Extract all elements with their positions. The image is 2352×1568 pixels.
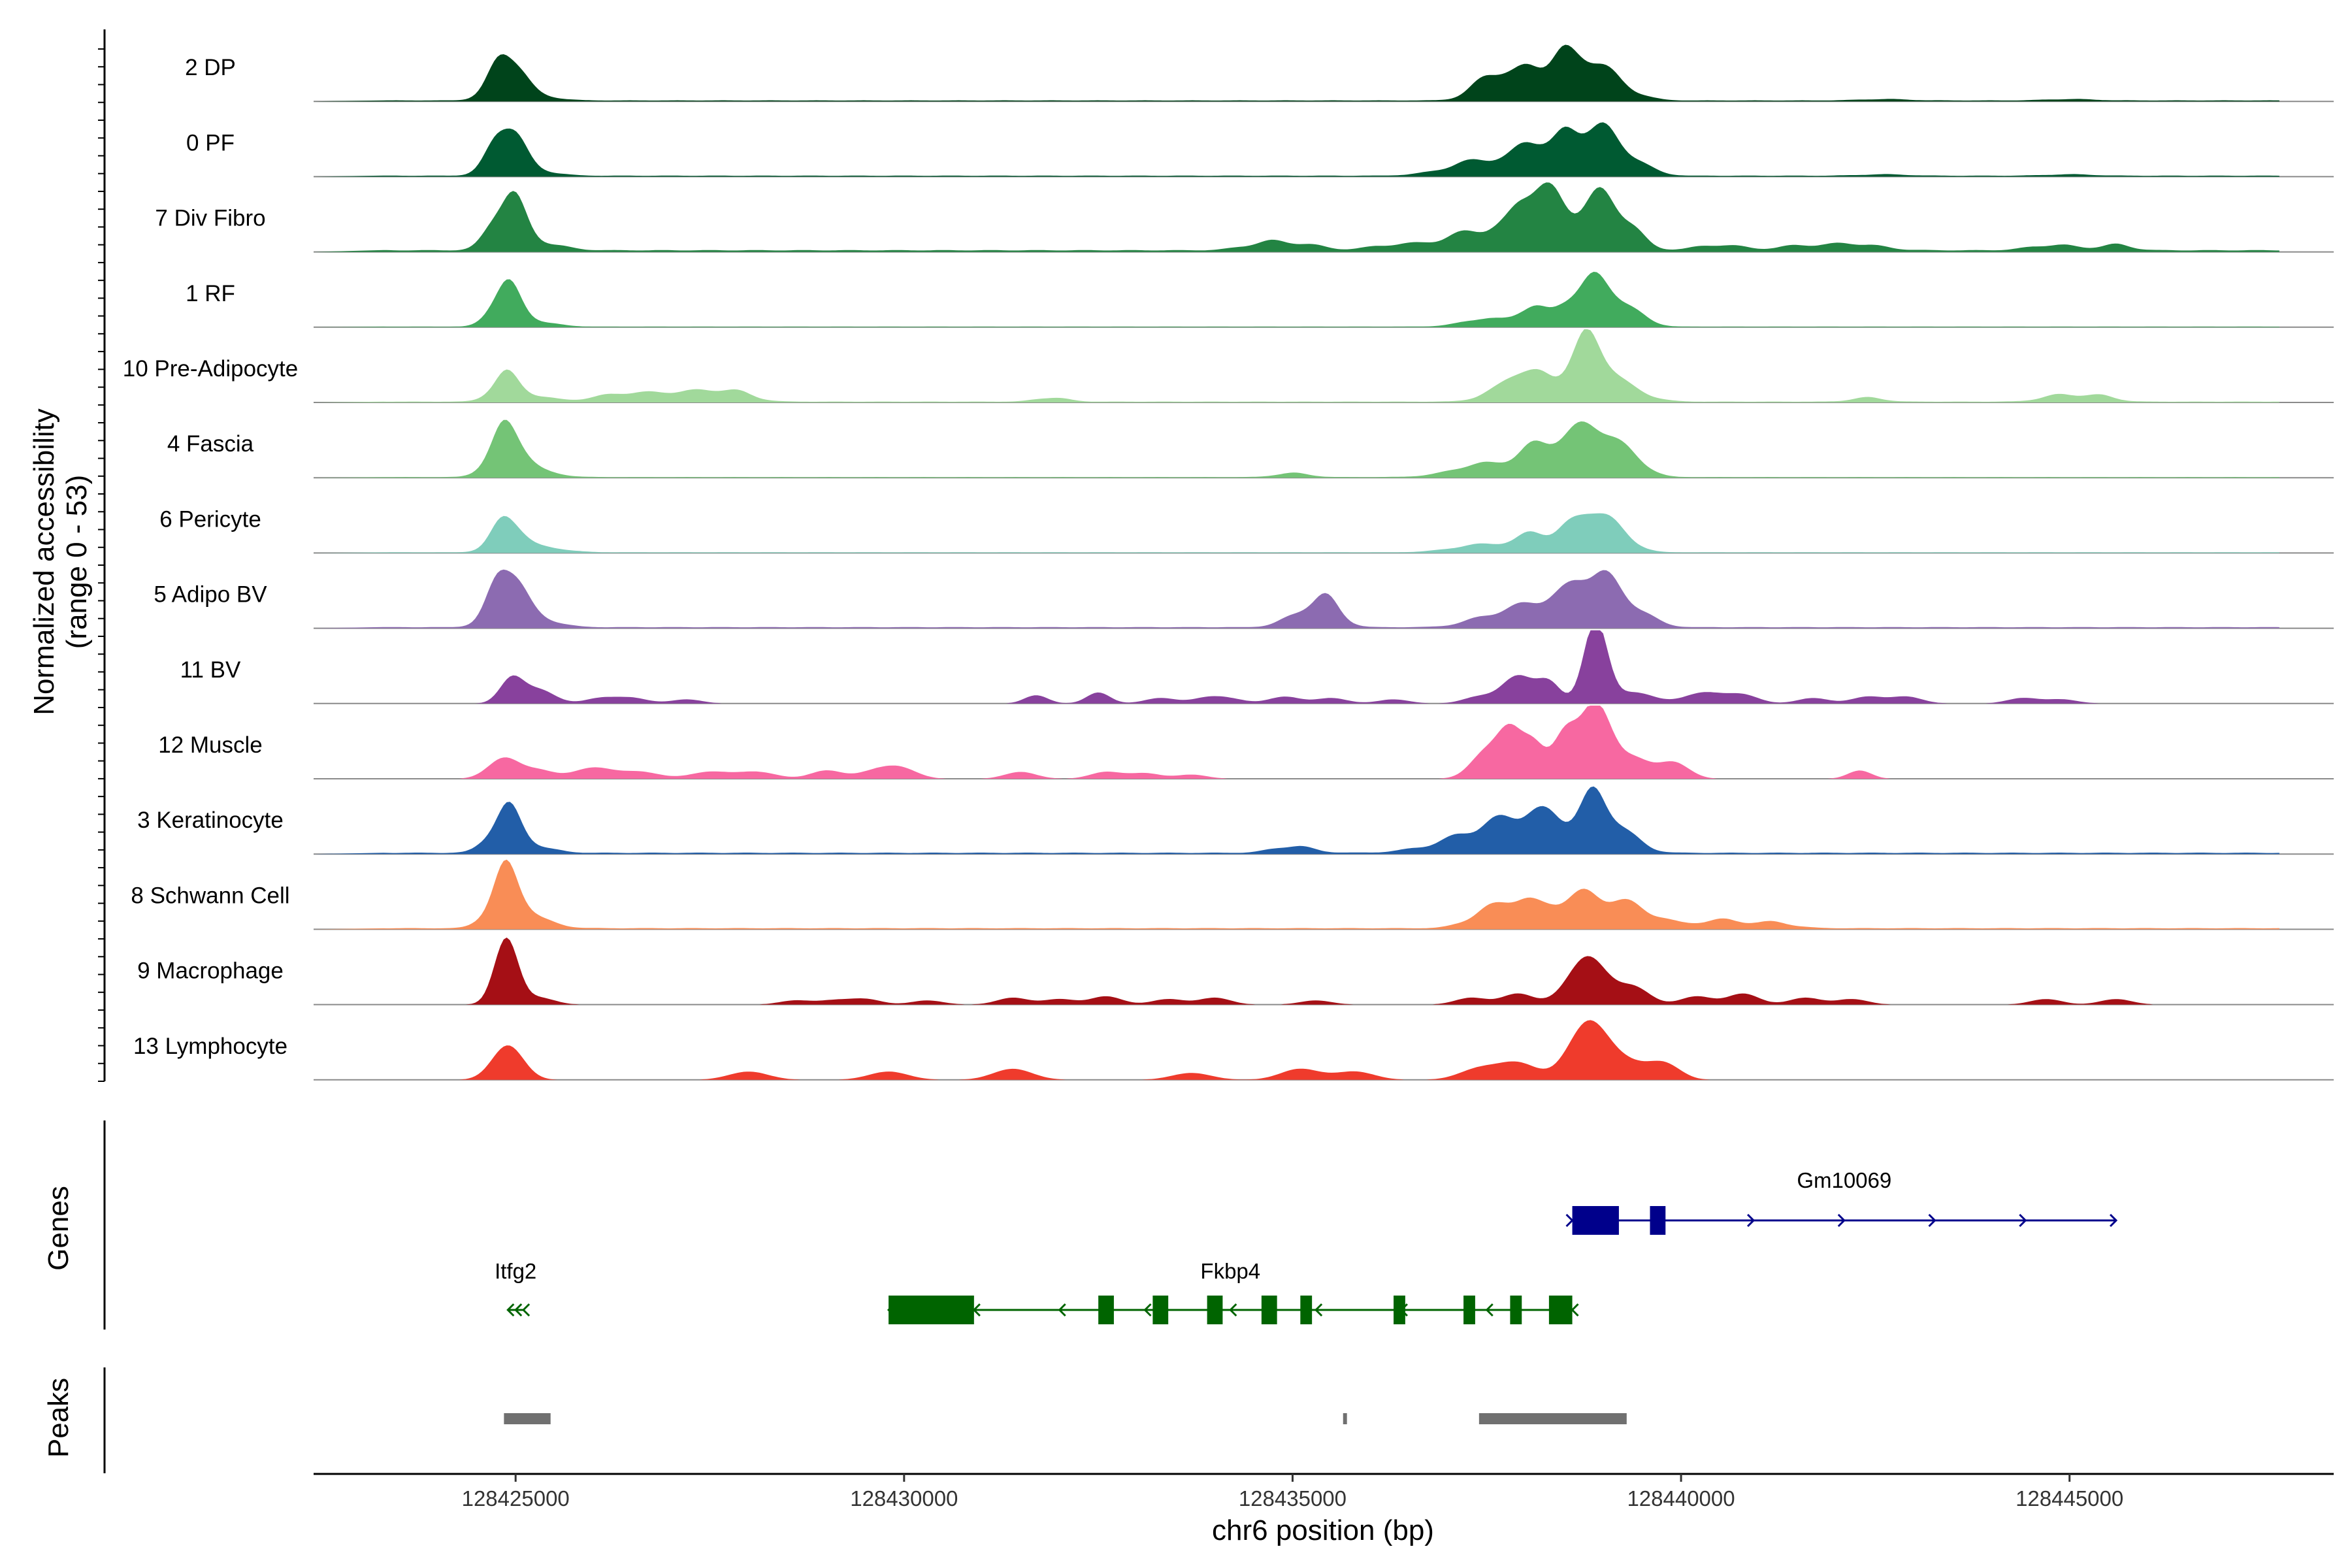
exon-block <box>1510 1296 1522 1324</box>
x-tick-label: 128445000 <box>2016 1486 2123 1511</box>
peaks-panel <box>103 1367 1627 1473</box>
exon-block <box>1300 1296 1313 1324</box>
strand-arrow <box>1928 1213 1936 1228</box>
strand-arrow <box>1565 1213 1574 1228</box>
exon-block <box>1572 1206 1619 1235</box>
coverage-tracks: 2 DP 0 PF 7 Div Fibro 1 RF 10 Pre-Adipocyte 4… <box>98 29 2334 1082</box>
coverage-area-11-bv <box>314 630 2279 704</box>
coverage-area-6-pericyte <box>314 513 2279 553</box>
strand-arrow <box>1229 1303 1237 1317</box>
track-label: 7 Div Fibro <box>155 206 265 231</box>
exon-block <box>1207 1296 1223 1324</box>
exon-block <box>1152 1296 1169 1324</box>
x-tick-label: 128440000 <box>1627 1486 1735 1511</box>
exon-block <box>1463 1296 1475 1324</box>
exon-block <box>1548 1296 1573 1324</box>
strand-arrow <box>521 1303 531 1317</box>
exon-block <box>1650 1206 1666 1235</box>
peaks-panel-title: Peaks <box>42 1378 74 1458</box>
strand-arrow <box>1058 1303 1066 1317</box>
gene-label: Fkbp4 <box>1200 1259 1260 1283</box>
track-label: 11 BV <box>180 657 241 683</box>
coverage-area-9-macrophage <box>314 938 2279 1005</box>
coverage-area-5-adipo-bv <box>314 569 2279 629</box>
coverage-area-10-pre-adipocyte <box>314 329 2279 402</box>
exon-block <box>1394 1296 1405 1324</box>
track-label: 1 RF <box>186 281 235 306</box>
x-tick-label: 128425000 <box>462 1486 570 1511</box>
track-label: 10 Pre-Adipocyte <box>123 356 298 382</box>
strand-arrow <box>1571 1303 1579 1317</box>
coverage-area-3-keratinocyte <box>314 786 2279 855</box>
coverage-area-8-schwann-cell <box>314 859 2279 930</box>
strand-arrow <box>1746 1213 1756 1228</box>
x-axis-title: chr6 position (bp) <box>1212 1514 1434 1546</box>
coverage-area-2-dp <box>314 44 2279 102</box>
coverage-area-0-pf <box>314 122 2279 177</box>
strand-arrow <box>1485 1303 1494 1317</box>
track-label: 13 Lymphocyte <box>133 1034 287 1059</box>
peak-bar <box>504 1413 551 1424</box>
peak-bar <box>1478 1413 1627 1424</box>
peak-bar <box>1343 1413 1347 1424</box>
strand-arrow <box>1314 1303 1323 1317</box>
gene-label: Gm10069 <box>1797 1168 1891 1192</box>
coverage-area-4-fascia <box>314 419 2279 478</box>
track-label: 9 Macrophage <box>137 958 284 984</box>
exon-block <box>889 1296 974 1324</box>
genes-panel: Gm10069 Fkbp4 Itfg2 <box>103 1120 2118 1330</box>
strand-arrow <box>2019 1213 2027 1228</box>
exon-block <box>1261 1296 1277 1324</box>
track-label: 0 PF <box>186 130 235 155</box>
genes-panel-title: Genes <box>42 1186 74 1271</box>
coverage-area-13-lymphocyte <box>314 1020 2279 1080</box>
x-tick-label: 128435000 <box>1239 1486 1347 1511</box>
exon-block <box>1098 1296 1114 1324</box>
x-axis: 128425000 128430000 128435000 128440000 1284… <box>314 1473 2334 1511</box>
track-label: 12 Muscle <box>158 732 263 758</box>
track-label: 2 DP <box>185 55 236 80</box>
strand-arrow <box>1837 1213 1846 1228</box>
track-label: 6 Pericyte <box>159 506 261 532</box>
strand-arrow <box>506 1303 515 1317</box>
track-label: 3 Keratinocyte <box>137 808 284 833</box>
strand-arrow <box>514 1303 523 1317</box>
x-tick-label: 128430000 <box>850 1486 958 1511</box>
y-axis-title-line2: (range 0 - 53) <box>61 475 93 649</box>
coverage-area-12-muscle <box>314 706 2279 779</box>
coverage-area-1-rf <box>314 272 2279 327</box>
strand-arrow <box>2109 1213 2118 1228</box>
track-label: 5 Adipo BV <box>154 582 267 608</box>
track-label: 4 Fascia <box>167 431 254 457</box>
gene-label: Itfg2 <box>495 1259 536 1283</box>
strand-arrow <box>1143 1303 1152 1317</box>
coverage-area-7-div-fibro <box>314 182 2279 252</box>
y-axis-title-line1: Normalized accessibility <box>28 408 60 715</box>
track-label: 8 Schwann Cell <box>131 883 289 908</box>
